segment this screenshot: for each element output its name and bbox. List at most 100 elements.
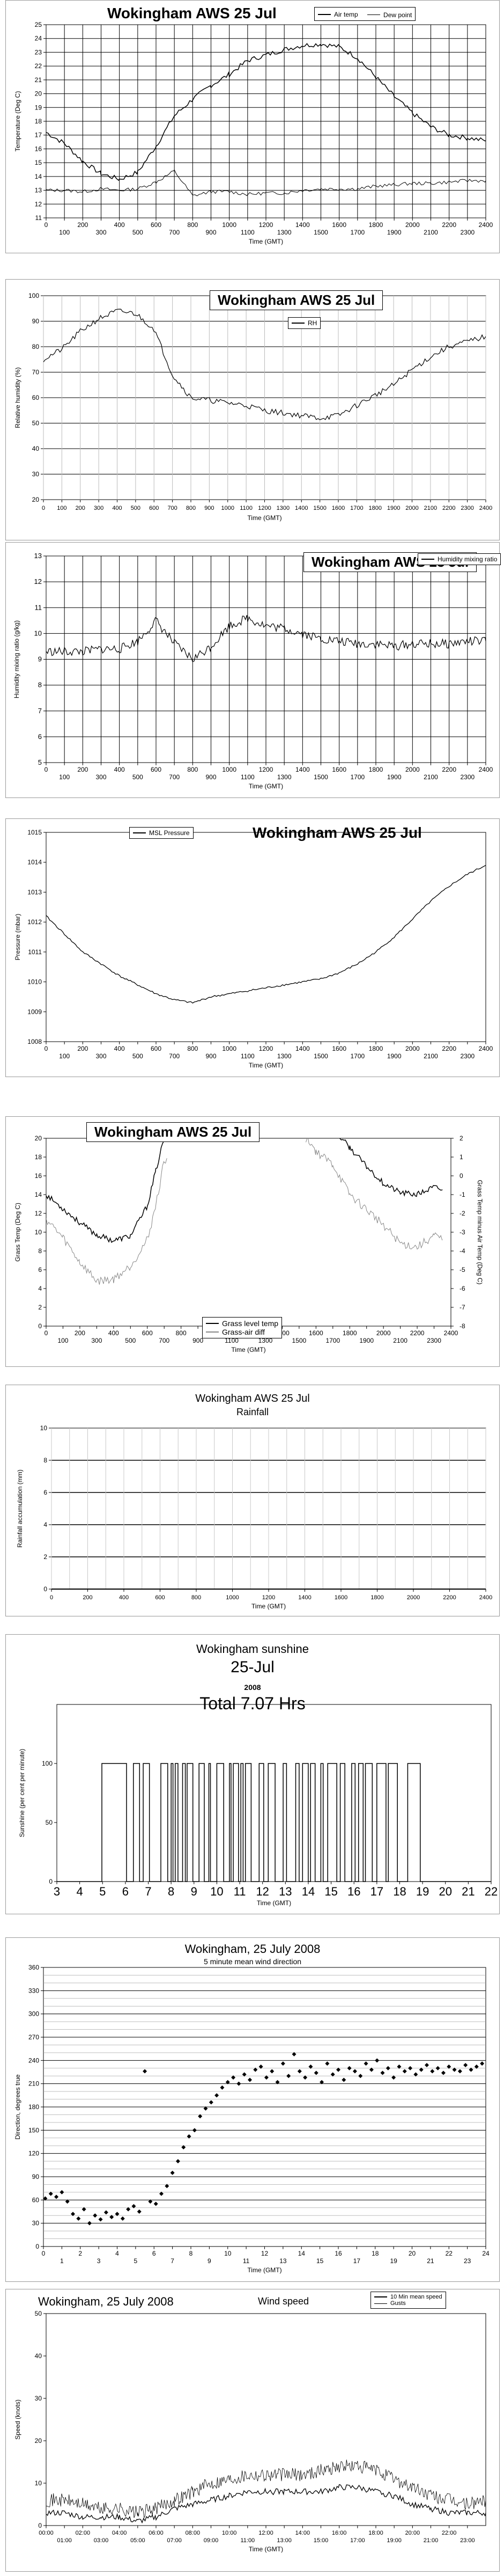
x-tick-label: 400 [114, 1045, 125, 1052]
pressure-legend: MSL Pressure [129, 827, 194, 839]
wind-direction-point [198, 2114, 203, 2119]
wind-direction-point [137, 2209, 142, 2214]
wind-direction-point [175, 2159, 180, 2164]
x-tick-label: 2100 [424, 229, 438, 236]
wind-speed-y-label: Speed (knots) [14, 2399, 21, 2440]
x-tick-label: 100 [59, 229, 70, 236]
x-tick-label: 600 [151, 221, 161, 229]
x-tick-label: 1300 [277, 1052, 292, 1060]
grass-temp-swatch [206, 1323, 219, 1324]
wind-direction-point [386, 2066, 390, 2070]
y-tick-label: 20 [35, 90, 42, 98]
y-tick-label: 1012 [27, 918, 42, 926]
x-tick-label: 700 [159, 1337, 169, 1344]
y2-tick-label: -6 [459, 1285, 465, 1292]
series-line-sunshine [57, 1763, 491, 1882]
y-tick-label: 50 [32, 420, 40, 427]
mixing-ratio-chart-panel: 5 6 7 8 9 10 11 12 13 0 200 400 600 800 1000 1200 1400 16… [5, 542, 501, 798]
wind-speed-chart-subtitle: Wind speed [258, 2296, 309, 2307]
wind-direction-point [336, 2067, 340, 2072]
x-tick-label: 10 [224, 2250, 232, 2257]
wind-direction-point [364, 2061, 368, 2066]
y-tick-label: 11 [35, 603, 42, 611]
x-tick-label: 6 [122, 1885, 129, 1898]
wind-direction-point [120, 2216, 125, 2221]
y-tick-label: 6 [38, 733, 42, 741]
x-tick-label: 10 [210, 1885, 223, 1898]
x-tick-label: 1800 [369, 221, 383, 229]
y2-tick-label: -1 [459, 1191, 465, 1198]
x-tick-label: 700 [167, 505, 177, 511]
wind-direction-point [369, 2067, 374, 2072]
x-tick-label: 1000 [222, 1045, 236, 1052]
y2-tick-label: 1 [459, 1153, 463, 1161]
wind-direction-point [159, 2191, 164, 2196]
wind-direction-point [457, 2069, 462, 2074]
x-tick-label: 3 [97, 2257, 101, 2265]
x-tick-label: 400 [112, 505, 122, 511]
x-tick-label: 300 [94, 505, 103, 511]
y-tick-label: 1014 [27, 859, 42, 866]
mixing-ratio-chart: 5 6 7 8 9 10 11 12 13 0 200 400 600 800 1000 1200 1400 16… [13, 552, 493, 790]
legend-item-mean-speed: 10 Min mean speed [374, 2294, 442, 2300]
y-tick-label: 30 [35, 2395, 42, 2402]
x-tick-label: 22:00 [442, 2530, 457, 2536]
wind-direction-point [209, 2100, 213, 2105]
y-tick-label: 20 [35, 1135, 42, 1142]
legend-label-dew-point: Dew point [383, 11, 412, 19]
x-tick-label: 2400 [479, 766, 493, 773]
wind-direction-point [253, 2067, 258, 2072]
x-tick-label: 600 [149, 505, 159, 511]
y-tick-label: 15 [35, 159, 42, 166]
x-tick-label: 1100 [240, 505, 253, 511]
x-tick-label: 5 [134, 2257, 138, 2265]
y-tick-label: 14 [35, 173, 42, 180]
x-tick-label: 200 [77, 1045, 88, 1052]
wind-direction-point [43, 2196, 48, 2201]
x-tick-label: 3 [54, 1885, 60, 1898]
y-tick-label: 8 [38, 681, 42, 689]
x-tick-label: 16:00 [332, 2530, 347, 2536]
y-tick-label: 0 [35, 2243, 39, 2250]
x-tick-label: 21 [462, 1885, 475, 1898]
x-tick-label: 400 [114, 766, 125, 773]
x-tick-label: 1000 [226, 1594, 239, 1601]
x-tick-label: 12:00 [258, 2530, 273, 2536]
series-line-air-temp [46, 43, 486, 181]
y-tick-label: 1015 [27, 829, 42, 836]
wind-direction-point [308, 2064, 313, 2069]
mixing-ratio-y-label: Humidity mixing ratio (g/kg) [13, 620, 20, 698]
x-tick-label: 1300 [277, 505, 290, 511]
x-tick-label: 500 [132, 1052, 143, 1060]
x-tick-label: 2200 [442, 1045, 456, 1052]
y-tick-label: 2 [38, 1304, 42, 1311]
x-tick-label: 2000 [405, 505, 418, 511]
series-line-mixing-ratio [46, 615, 486, 662]
y-tick-label: 18 [35, 1153, 42, 1161]
x-tick-label: 01:00 [57, 2537, 72, 2544]
wind-direction-point [131, 2204, 136, 2208]
y-tick-label: 8 [43, 1457, 47, 1464]
wind-direction-point [143, 2069, 147, 2074]
x-tick-label: 1100 [225, 1337, 239, 1344]
x-tick-label: 800 [186, 505, 196, 511]
x-tick-label: 1200 [259, 1045, 273, 1052]
x-tick-label: 1400 [298, 1594, 311, 1601]
x-tick-label: 2400 [479, 1045, 493, 1052]
x-tick-label: 900 [205, 1052, 216, 1060]
sunshine-chart-total: Total 7.07 Hrs [199, 1694, 306, 1713]
y-tick-label: 10 [35, 1228, 42, 1236]
x-tick-label: 1600 [332, 505, 345, 511]
pressure-chart: 1008 1009 1010 1011 1012 1013 1014 1015 0 200 400 6… [14, 829, 493, 1069]
x-tick-label: 800 [176, 1329, 187, 1337]
x-tick-label: 1900 [387, 229, 402, 236]
y-tick-label: 0 [38, 1322, 42, 1330]
x-tick-label: 7 [145, 1885, 151, 1898]
y-tick-label: 50 [46, 1819, 53, 1826]
wind-direction-point [347, 2066, 352, 2070]
series-line-pressure [46, 865, 486, 1004]
x-tick-label: 8 [189, 2250, 193, 2257]
y-tick-label: 80 [32, 343, 40, 350]
wind-direction-point [165, 2184, 169, 2189]
